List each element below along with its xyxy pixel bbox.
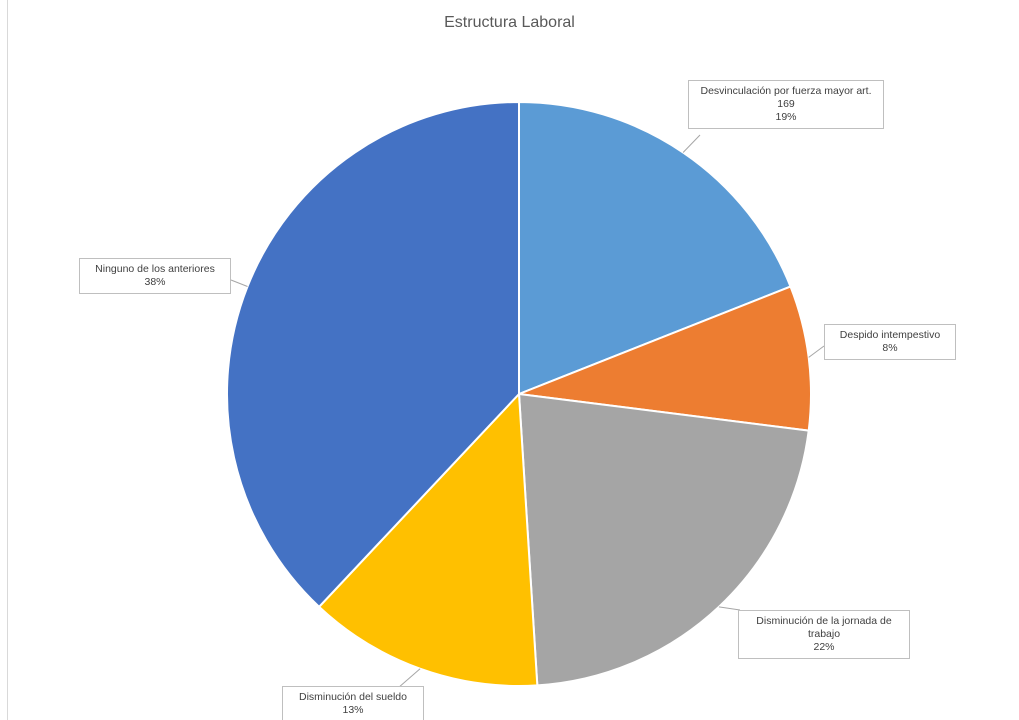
leader-line-despido-intempestivo [808, 345, 825, 358]
data-label-category: Disminución del sueldo [299, 691, 407, 703]
data-label-category: Desvinculación por fuerza mayor art. 169 [700, 85, 872, 110]
pie-slice-ninguno-de-los-anteriores [226, 100, 520, 609]
leader-line-disminucion-del-sueldo [397, 668, 421, 689]
data-label-percent: 38% [144, 276, 166, 288]
leader-line-disminucion-de-la-jornada-de-trabajo [718, 606, 741, 611]
pie-slice-despido-intempestivo [518, 285, 812, 432]
data-label-percent: 13% [342, 704, 364, 716]
chart-title: Estructura Laboral [444, 14, 575, 31]
leader-line-ninguno-de-los-anteriores [230, 279, 248, 287]
pie-slices [226, 100, 812, 687]
data-label-ninguno: Ninguno de los anteriores 38% [79, 258, 231, 294]
data-label-category: Despido intempestivo [839, 329, 941, 341]
leader-line-desvinculacion-por-fuerza-mayor-art-169 [682, 134, 701, 153]
pie-slice-disminucion-de-la-jornada-de-trabajo [517, 392, 810, 687]
data-label-percent: 19% [775, 111, 797, 123]
data-label-category: Disminución de la jornada de trabajo [756, 615, 892, 640]
leader-lines [230, 134, 825, 689]
data-label-desvinculacion: Desvinculación por fuerza mayor art. 169… [688, 80, 884, 129]
data-label-jornada: Disminución de la jornada de trabajo 22% [738, 610, 910, 659]
data-label-percent: 8% [882, 342, 898, 354]
data-label-despido: Despido intempestivo 8% [824, 324, 956, 360]
data-label-sueldo: Disminución del sueldo 13% [282, 686, 424, 720]
data-label-category: Ninguno de los anteriores [95, 263, 215, 275]
pie-slice-desvinculacion-por-fuerza-mayor-art-169 [518, 100, 792, 396]
pie-slice-disminucion-del-sueldo [317, 391, 539, 687]
chart-border-line [7, 0, 8, 720]
data-label-percent: 22% [813, 641, 835, 653]
